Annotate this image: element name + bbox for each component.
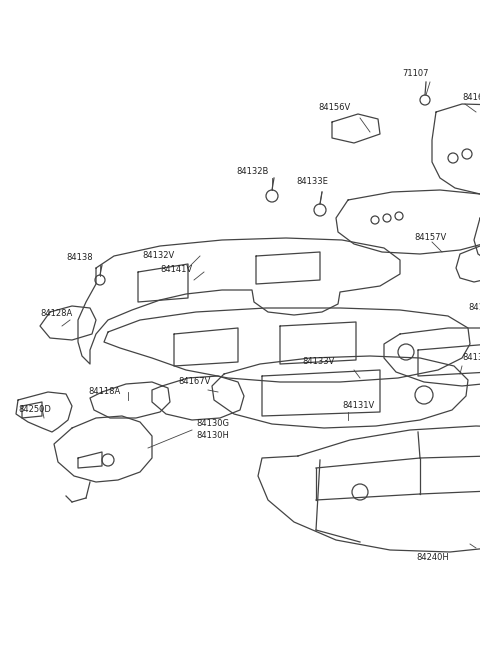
Text: 84133V: 84133V [302, 358, 335, 367]
Text: 84132B: 84132B [236, 168, 268, 176]
Text: 84250D: 84250D [18, 405, 51, 415]
Text: 84151R: 84151R [468, 303, 480, 312]
Text: 84240H: 84240H [416, 553, 449, 563]
Text: 84138: 84138 [66, 253, 93, 263]
Text: 84157V: 84157V [414, 233, 446, 242]
Text: 84130G: 84130G [196, 419, 229, 428]
Text: 84130H: 84130H [196, 432, 229, 441]
Text: 84132V: 84132V [142, 252, 174, 261]
Text: 84128A: 84128A [40, 310, 72, 318]
Text: 84131V: 84131V [342, 402, 374, 411]
Text: 84156V: 84156V [318, 103, 350, 113]
Text: 84141V: 84141V [160, 265, 192, 274]
Text: 84132V: 84132V [462, 354, 480, 362]
Text: 84133E: 84133E [296, 178, 328, 187]
Text: 71107: 71107 [403, 69, 429, 79]
Text: 84118A: 84118A [88, 388, 120, 396]
Text: 84161E: 84161E [462, 94, 480, 102]
Text: 84167V: 84167V [178, 377, 210, 386]
